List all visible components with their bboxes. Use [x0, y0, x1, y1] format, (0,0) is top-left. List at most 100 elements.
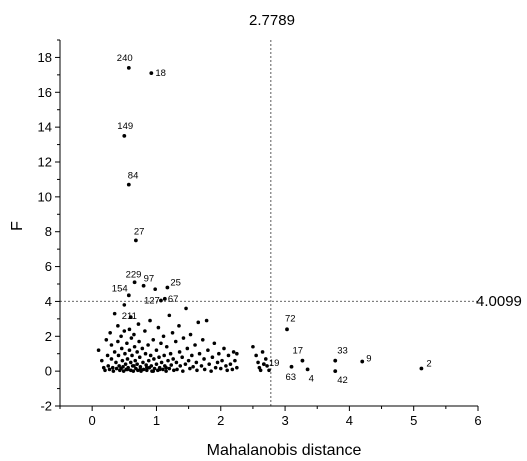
data-point: [230, 367, 235, 372]
data-point: [161, 367, 165, 372]
horizontal-ref-label: 4.0099: [476, 293, 522, 310]
data-point: [210, 355, 215, 360]
data-point-211: [128, 315, 133, 320]
point-label-229: 229: [126, 269, 142, 280]
data-point: [112, 311, 117, 316]
y-tick-label: 16: [38, 85, 52, 100]
point-label-4: 4: [309, 373, 314, 384]
data-point-25: [165, 285, 170, 290]
data-point: [149, 364, 154, 368]
point-label-42: 42: [337, 375, 348, 386]
data-point: [196, 320, 201, 325]
data-point-42: [333, 369, 338, 374]
x-tick-label: 4: [346, 413, 353, 428]
data-point: [218, 366, 223, 371]
data-point: [260, 350, 265, 354]
data-point: [212, 341, 217, 346]
data-point: [202, 357, 206, 361]
point-label-211: 211: [122, 311, 137, 322]
data-point: [200, 337, 205, 342]
data-point: [114, 366, 119, 371]
point-label-149: 149: [117, 121, 133, 132]
data-point: [106, 364, 111, 368]
data-point-18: [149, 71, 154, 76]
point-label-240: 240: [117, 53, 133, 64]
data-point: [132, 364, 136, 368]
data-point: [135, 362, 139, 366]
data-point: [204, 318, 209, 323]
data-point: [233, 358, 237, 363]
data-point: [186, 358, 191, 363]
data-point: [146, 358, 151, 363]
data-point-240: [126, 65, 131, 70]
data-point: [215, 360, 220, 365]
data-point: [157, 367, 162, 372]
data-point: [107, 367, 112, 372]
y-tick-label: 8: [45, 224, 52, 239]
data-point: [116, 339, 120, 344]
data-point-33: [333, 358, 338, 363]
data-point: [105, 353, 110, 358]
data-point: [154, 362, 159, 366]
data-point: [177, 324, 181, 328]
point-label-17: 17: [292, 346, 303, 357]
x-tick-label: 6: [474, 413, 481, 428]
data-point: [170, 331, 175, 335]
data-point: [125, 367, 130, 372]
data-point: [135, 350, 139, 354]
data-point: [267, 368, 271, 373]
y-tick-label: 4: [45, 294, 52, 309]
data-point-97: [141, 283, 146, 288]
data-point: [169, 363, 174, 367]
data-point: [168, 351, 173, 356]
data-point-27: [133, 238, 138, 243]
data-point-149: [122, 133, 127, 138]
data-point: [131, 369, 136, 373]
data-point-72: [285, 327, 289, 332]
data-point: [181, 369, 185, 373]
x-tick-label: 1: [153, 413, 160, 428]
data-point: [132, 332, 136, 337]
data-point: [151, 337, 156, 342]
y-tick-label: 18: [38, 50, 52, 65]
data-point: [136, 322, 141, 326]
data-point: [185, 346, 190, 351]
data-point: [110, 365, 115, 370]
data-point: [188, 366, 192, 371]
data-point: [190, 353, 194, 358]
data-point: [164, 369, 168, 373]
point-label-72: 72: [285, 313, 296, 324]
data-point: [125, 357, 130, 361]
data-point: [235, 365, 239, 370]
data-point: [159, 341, 163, 346]
data-point: [128, 360, 133, 365]
data-point: [256, 360, 260, 365]
data-point: [146, 343, 150, 347]
point-label-63: 63: [286, 372, 297, 383]
data-point: [171, 357, 175, 361]
data-point: [194, 360, 199, 365]
data-point: [125, 341, 129, 346]
data-point: [156, 325, 161, 330]
data-point: [132, 344, 137, 349]
point-label-67: 67: [168, 294, 179, 305]
data-point: [228, 362, 233, 366]
data-point: [224, 364, 228, 368]
data-point: [213, 365, 218, 370]
data-point: [114, 360, 118, 365]
data-point: [206, 348, 210, 353]
data-point: [154, 348, 159, 353]
data-point: [162, 353, 166, 358]
data-point-127: [159, 298, 163, 303]
data-point: [100, 358, 104, 363]
data-point: [145, 368, 149, 373]
data-point: [167, 313, 172, 318]
data-point: [181, 336, 186, 340]
data-point: [202, 367, 207, 372]
point-label-127: 127: [144, 296, 160, 307]
data-point: [164, 344, 169, 349]
point-label-33: 33: [337, 346, 348, 357]
data-point: [191, 364, 195, 369]
data-point: [117, 364, 121, 368]
point-label-27: 27: [134, 226, 145, 237]
